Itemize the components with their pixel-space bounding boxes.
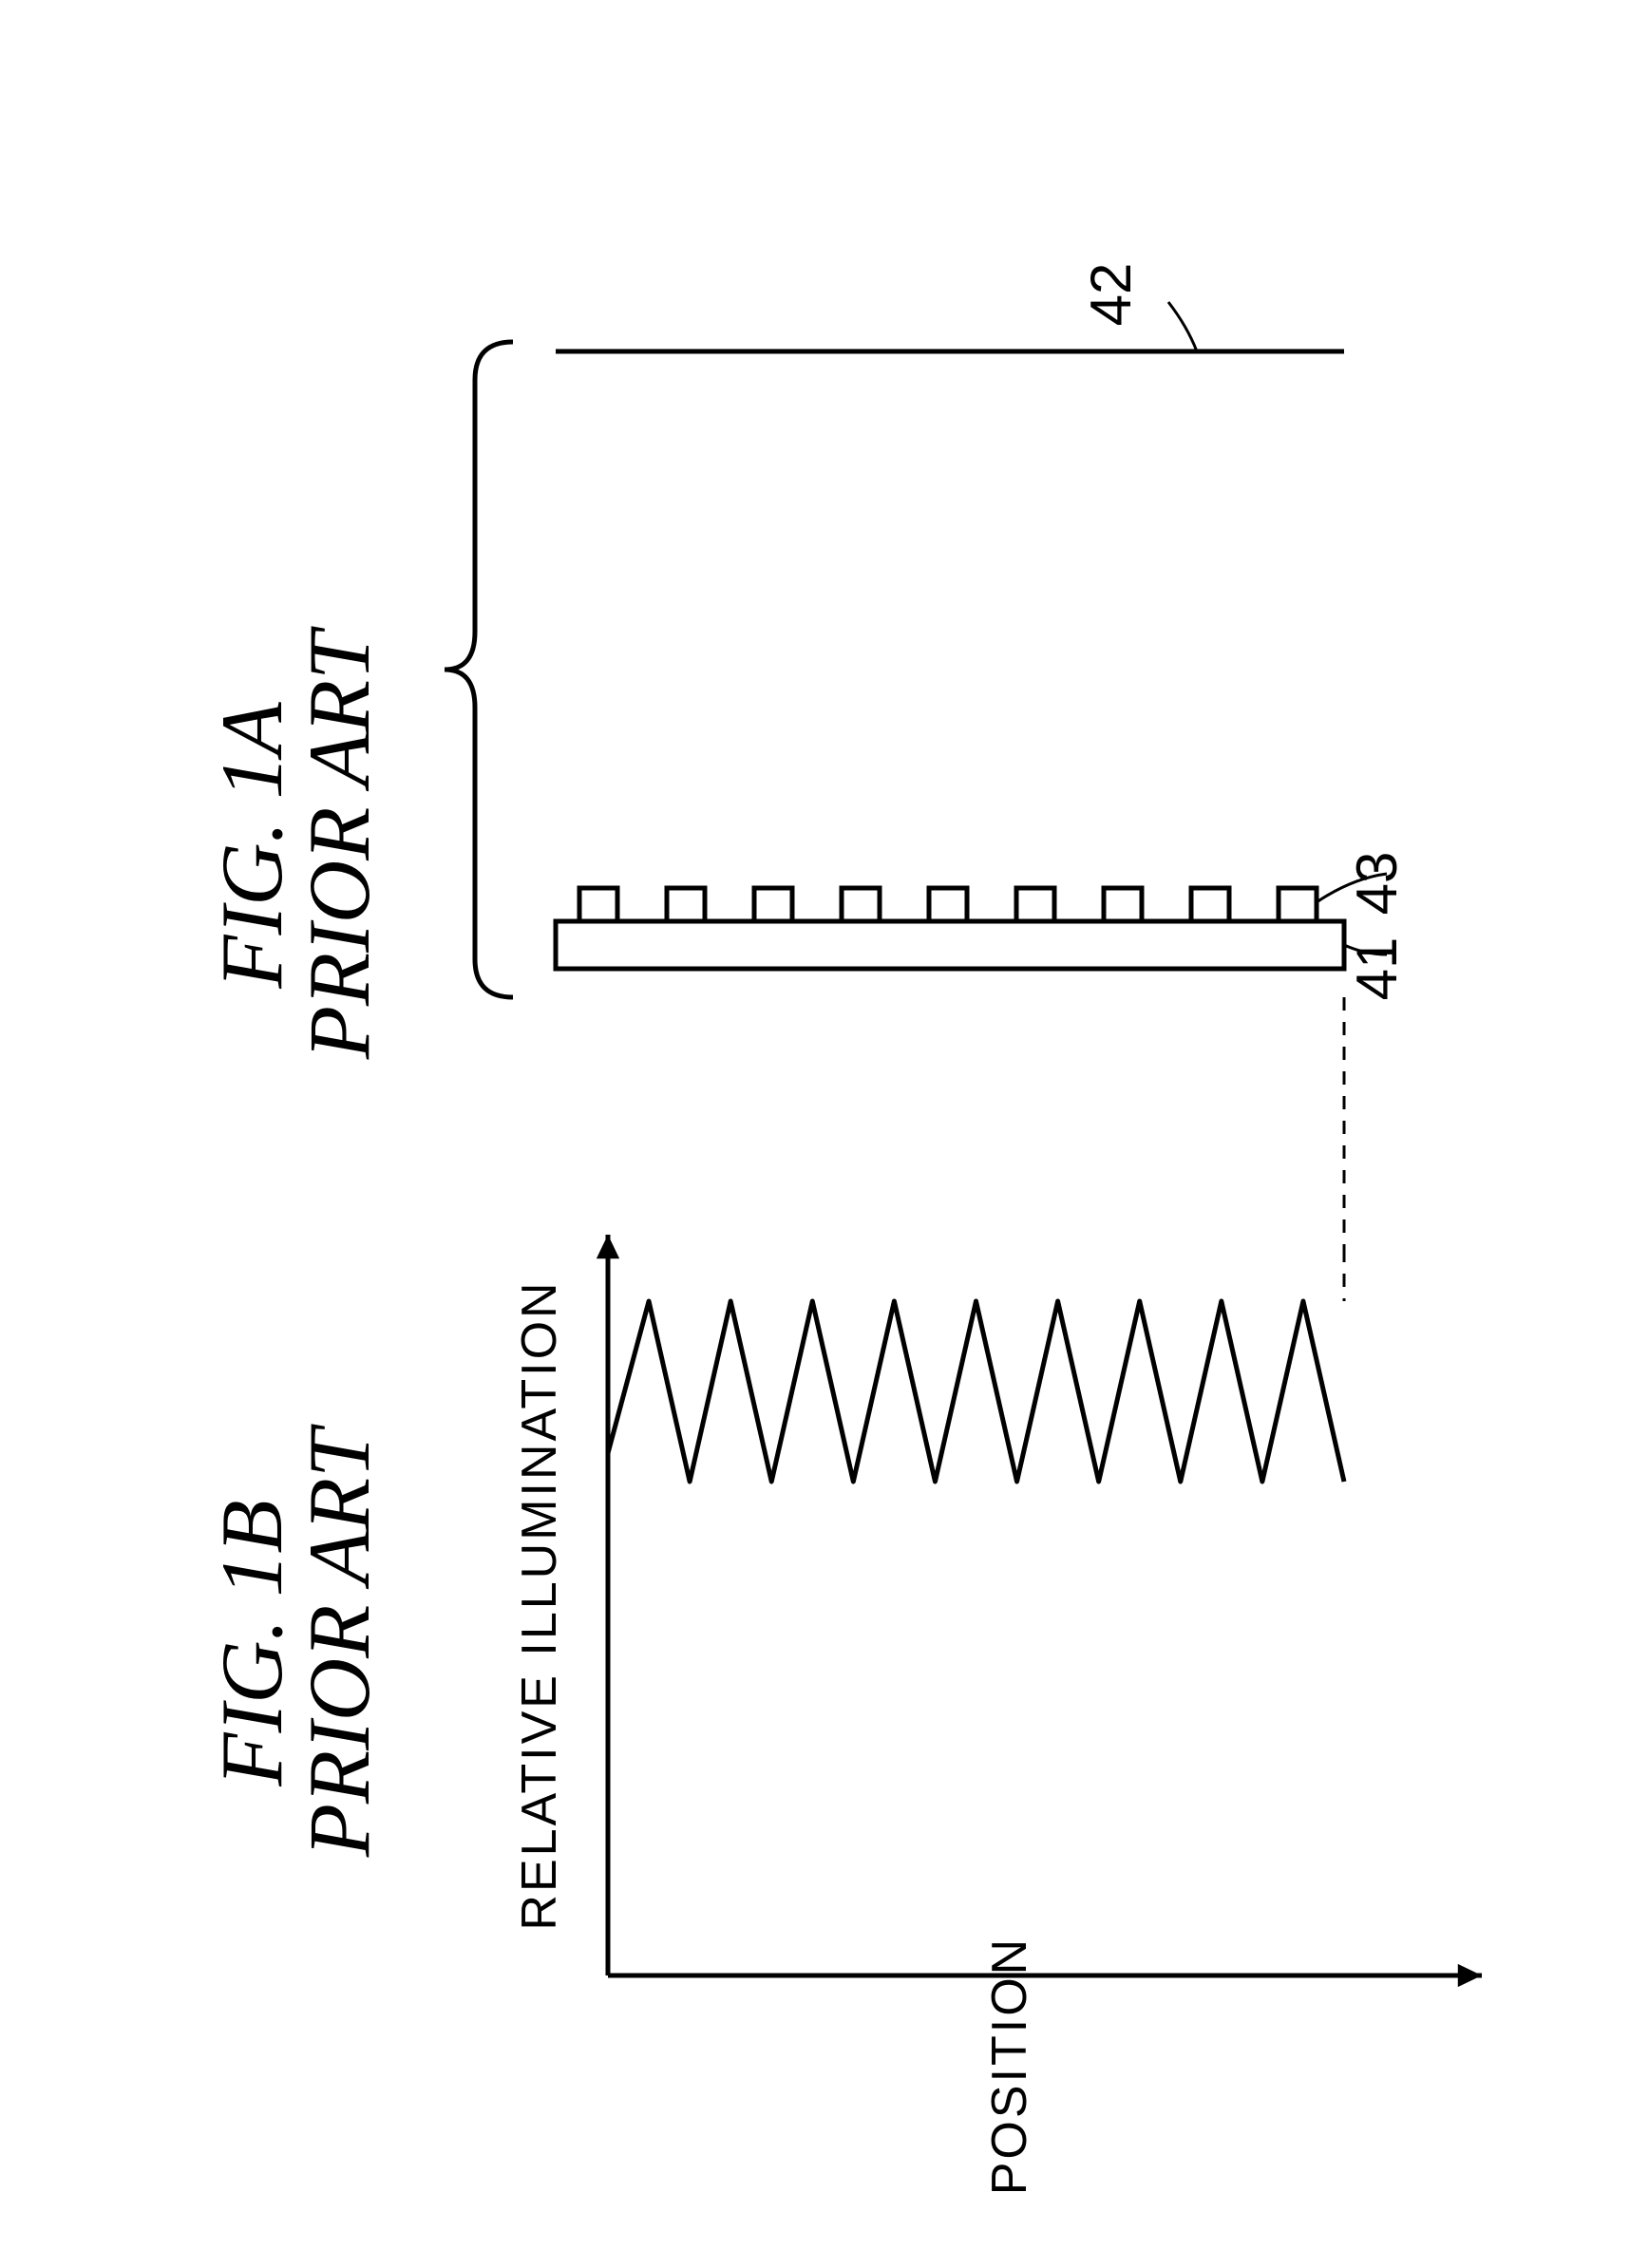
fig1a-label-line1: FIG. 1A (203, 701, 300, 989)
led (667, 888, 705, 921)
y-axis-arrow (597, 1235, 619, 1258)
led (929, 888, 967, 921)
led (842, 888, 880, 921)
led (1104, 888, 1142, 921)
substrate (556, 921, 1344, 969)
ref-41-label: 41 (1345, 937, 1409, 1001)
illumination-wave (608, 1301, 1344, 1482)
ref-42-label: 42 (1079, 263, 1143, 327)
led (1016, 888, 1054, 921)
y-axis-label: RELATIVE ILLUMINATION (512, 1279, 567, 1930)
fig1a-brace (445, 342, 513, 997)
svg-text:POSITION: POSITION (982, 1937, 1037, 2195)
fig1a-label: FIG. 1APRIOR ART (203, 626, 388, 1060)
svg-text:41: 41 (1345, 937, 1409, 1001)
led (754, 888, 792, 921)
x-axis-label: POSITION (982, 1937, 1037, 2195)
svg-text:RELATIVE ILLUMINATION: RELATIVE ILLUMINATION (512, 1279, 567, 1930)
fig1b-label: FIG. 1BPRIOR ART (203, 1424, 388, 1858)
fig1b-label-line2: PRIOR ART (291, 1424, 388, 1858)
led (1279, 888, 1317, 921)
led (579, 888, 617, 921)
led (1191, 888, 1229, 921)
svg-text:42: 42 (1079, 263, 1143, 327)
ref-42-leader (1168, 302, 1197, 351)
x-axis-arrow (1458, 1964, 1482, 1987)
fig1a-label-line2: PRIOR ART (291, 626, 388, 1060)
fig1b-label-line1: FIG. 1B (203, 1500, 300, 1786)
